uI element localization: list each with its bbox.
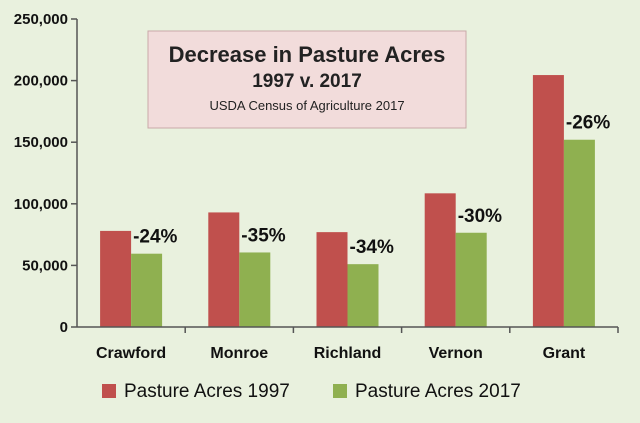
percent-change-label: -35% — [241, 225, 285, 246]
bar-grant-2017 — [563, 139, 595, 327]
legend: Pasture Acres 1997 Pasture Acres 2017 — [102, 381, 521, 402]
y-tick-label: 100,000 — [14, 196, 68, 213]
legend-swatch — [333, 384, 347, 398]
bar-crawford-1997 — [100, 230, 132, 327]
y-tick-label: 250,000 — [14, 11, 68, 28]
bar-monroe-1997 — [208, 212, 240, 327]
category-label: Richland — [314, 345, 382, 362]
bar-richland-2017 — [347, 264, 379, 327]
title-box: Decrease in Pasture Acres 1997 v. 2017 U… — [147, 30, 467, 129]
percent-change-label: -24% — [133, 227, 177, 248]
percent-change-label: -34% — [350, 237, 394, 258]
bar-grant-1997 — [532, 75, 564, 327]
legend-swatch — [102, 384, 116, 398]
percent-change-label: -26% — [566, 113, 610, 134]
bar-crawford-2017 — [131, 253, 163, 327]
y-tick-label: 150,000 — [14, 134, 68, 151]
y-tick-label: 50,000 — [22, 257, 68, 274]
y-tick-label: 200,000 — [14, 73, 68, 90]
category-label: Grant — [543, 345, 586, 362]
chart-source: USDA Census of Agriculture 2017 — [209, 98, 404, 113]
chart-title: Decrease in Pasture Acres — [169, 42, 446, 67]
axis-layer: 0 50,000 100,000 150,000 200,000 250,000 Crawf… — [14, 11, 619, 362]
bar-monroe-2017 — [239, 252, 271, 327]
legend-label: Pasture Acres 1997 — [124, 381, 290, 402]
bar-vernon-2017 — [455, 232, 487, 327]
percent-change-label: -30% — [458, 206, 502, 227]
chart-subtitle: 1997 v. 2017 — [252, 71, 362, 92]
category-label: Vernon — [429, 345, 483, 362]
y-tick-label: 0 — [60, 319, 68, 336]
category-label: Crawford — [96, 345, 166, 362]
legend-label: Pasture Acres 2017 — [355, 381, 521, 402]
bar-vernon-1997 — [424, 193, 456, 327]
bars-layer — [100, 75, 595, 327]
bar-richland-1997 — [316, 232, 348, 327]
category-label: Monroe — [210, 345, 268, 362]
title-box-background — [147, 30, 467, 129]
